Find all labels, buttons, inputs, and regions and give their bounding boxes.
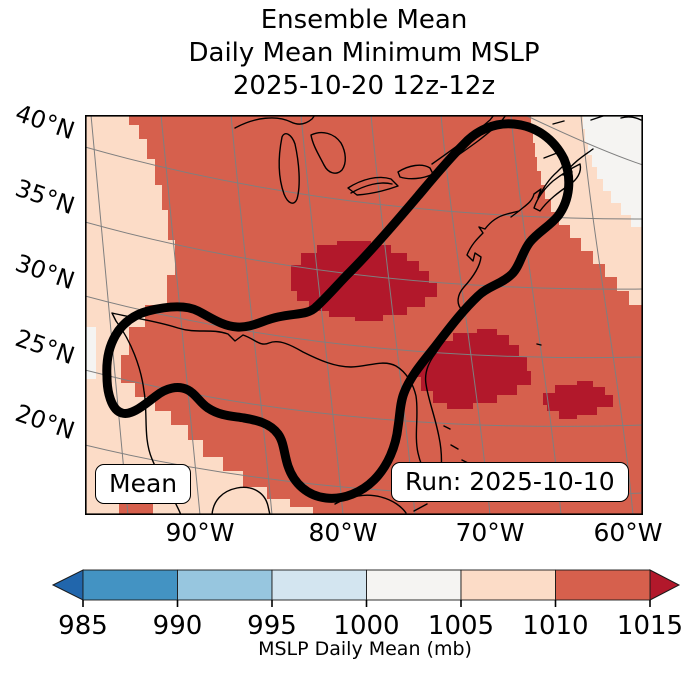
coast-pei <box>543 152 558 159</box>
fill-1000-1005-northeast <box>583 115 643 227</box>
lat-tick-label: 20°N <box>11 398 79 446</box>
fill-1005-1010-west <box>85 115 313 515</box>
coast-lake-erie <box>347 176 399 196</box>
title-line-2: Daily Mean Minimum MSLP <box>188 38 540 68</box>
coast-lake-superior <box>234 115 316 129</box>
title-line-3: 2025-10-20 12z-12z <box>232 71 496 101</box>
colorbar-tick-label: 990 <box>153 611 203 638</box>
colorbar-caption: MSLP Daily Mean (mb) <box>258 638 472 660</box>
fill-over-1015-southeast-small <box>543 381 613 419</box>
lat-tick-label: 30°N <box>11 248 79 296</box>
colorbar-tick-label: 1005 <box>428 611 494 638</box>
lat-tick-label: 40°N <box>11 98 79 146</box>
lon-tick-label: 80°W <box>308 518 378 547</box>
coastlines <box>111 115 642 515</box>
run-date-box: Run: 2025-10-10 <box>391 462 629 502</box>
coast-lake-michigan <box>278 133 300 204</box>
colorbar-bin <box>177 569 273 601</box>
colorbar-over-arrow <box>649 569 681 601</box>
colorbar-tick-label: 995 <box>247 611 297 638</box>
colorbar-under-arrow <box>51 569 84 601</box>
lat-tick-label: 25°N <box>11 323 79 371</box>
coast-nova-scotia <box>533 163 582 212</box>
lon-tick-label: 70°W <box>455 518 525 547</box>
lon-tick-label: 90°W <box>165 518 235 547</box>
mean-label-box: Mean <box>95 464 192 504</box>
colorbar-bin <box>366 569 462 601</box>
colorbar-bin <box>82 569 178 601</box>
storm-corridor-contour <box>102 119 574 503</box>
lat-tick-label: 35°N <box>11 173 79 221</box>
colorbar-bin <box>271 569 367 601</box>
colorbar-tick-label: 985 <box>58 611 108 638</box>
colorbar-tick-label: 1000 <box>333 611 399 638</box>
colorbar-tick-label: 1010 <box>522 611 588 638</box>
lon-tick-label: 60°W <box>593 518 663 547</box>
colorbar-tick-label: 1015 <box>617 611 683 638</box>
coast-gulf-atlantic <box>111 148 594 515</box>
colorbar: 985 990 995 1000 1005 1010 1015 <box>51 569 683 638</box>
fill-1000-1005-west <box>85 327 96 379</box>
map-frame <box>85 115 643 515</box>
coast-yucatan <box>211 486 271 515</box>
title-line-1: Ensemble Mean <box>260 5 468 35</box>
colorbar-bin <box>555 569 651 601</box>
coast-islands <box>443 115 642 464</box>
graticule <box>85 115 643 515</box>
colorbar-bin <box>460 569 556 601</box>
mslp-map-canvas <box>85 115 643 515</box>
figure-title: Ensemble Mean Daily Mean Minimum MSLP 20… <box>188 4 539 103</box>
map-area <box>85 115 643 515</box>
coast-lake-huron <box>310 131 346 174</box>
